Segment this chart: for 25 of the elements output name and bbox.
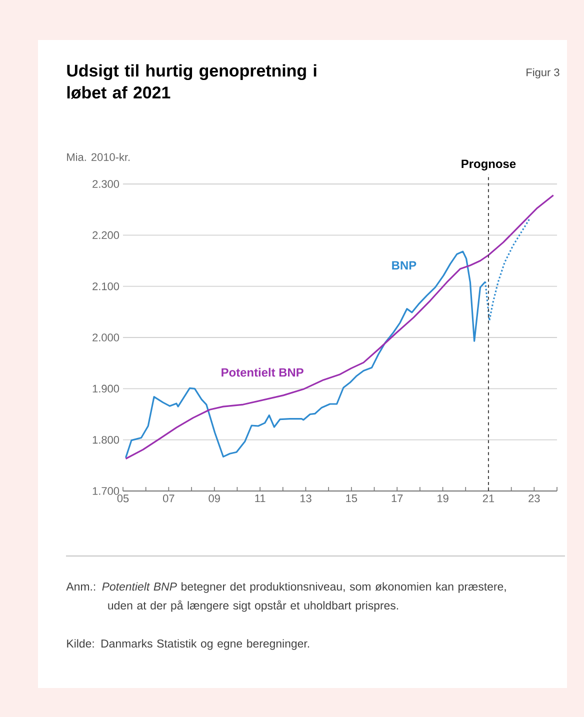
x-tick-label: 19 (438, 494, 448, 502)
ref-line-label: Prognose (462, 160, 516, 170)
x-tick-label: 15 (346, 494, 358, 502)
x-tick-label: 05 (117, 494, 129, 502)
x-tick-label: 23 (528, 494, 540, 502)
y-tick-label: 2.100 (92, 282, 120, 290)
text: Kilde: Danmarks Statistik og egne beregninger. (67, 639, 310, 650)
x-tick-label: 11 (255, 494, 266, 502)
x-tick-label: 17 (392, 494, 403, 502)
y-tick-label: 1.700 (92, 487, 120, 495)
x-tick-label: 21 (482, 494, 494, 502)
y-axis-title: Mia. 2010-kr. (67, 152, 130, 162)
text: BNP (392, 261, 416, 270)
y-tick-label: 2.200 (92, 231, 120, 240)
series-label: Potentielt BNP (222, 368, 304, 377)
y-tick-label: 2.300 (92, 180, 120, 188)
text: Figur 3 (526, 68, 560, 78)
x-tick-label: 09 (208, 494, 220, 502)
x-tick-label: 07 (163, 494, 174, 502)
x-tick-label: 13 (300, 494, 312, 502)
y-tick-label: 1.900 (92, 384, 120, 393)
chart-title: Udsigt til hurtig genopretning i løbet af 2021 (67, 64, 316, 99)
text: Anm.: Potentielt BNP betegner det produktionsniveau, som økonomien kan præstere, uden at der på længere sigt opstår et uholdbart prispres. (66, 582, 506, 612)
y-tick-label: 2.000 (92, 334, 120, 342)
y-tick-label: 1.800 (92, 436, 120, 444)
